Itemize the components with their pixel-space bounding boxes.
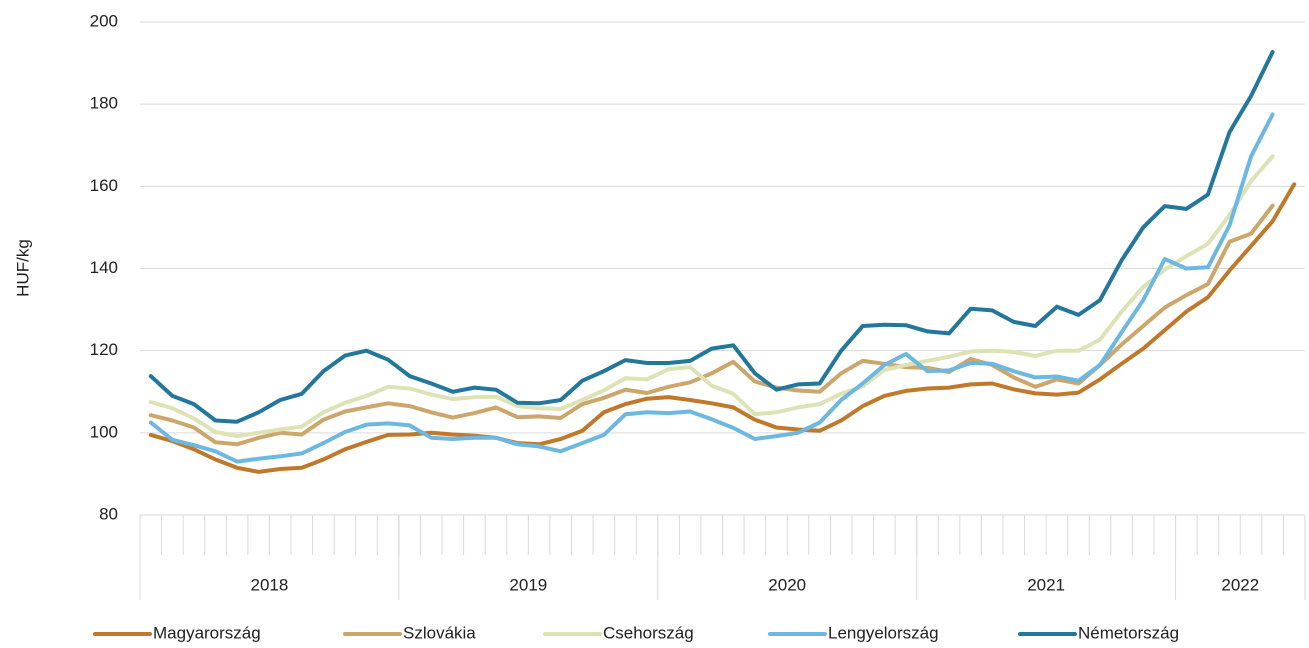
y-tick-label: 80 <box>99 504 118 523</box>
y-tick-label: 100 <box>90 422 118 441</box>
year-label: 2021 <box>1027 575 1065 594</box>
y-tick-label: 180 <box>90 94 118 113</box>
series-line <box>148 154 1275 439</box>
year-label: 2018 <box>251 575 289 594</box>
y-tick-label: 140 <box>90 258 118 277</box>
legend-label: Csehország <box>603 623 694 642</box>
y-tick-label: 120 <box>90 340 118 359</box>
series-line <box>148 203 1275 447</box>
series-line <box>148 50 1275 424</box>
y-axis-label: HUF/kg <box>13 239 32 297</box>
legend-label: Németország <box>1078 623 1179 642</box>
series-line <box>148 182 1297 474</box>
y-tick-label: 160 <box>90 176 118 195</box>
legend-label: Szlovákia <box>403 623 476 642</box>
series-line <box>148 112 1275 464</box>
year-label: 2020 <box>768 575 806 594</box>
legend-label: Magyarország <box>153 623 261 642</box>
year-label: 2019 <box>509 575 547 594</box>
year-label: 2022 <box>1221 575 1259 594</box>
y-tick-label: 200 <box>90 11 118 30</box>
legend-label: Lengyelország <box>828 623 939 642</box>
